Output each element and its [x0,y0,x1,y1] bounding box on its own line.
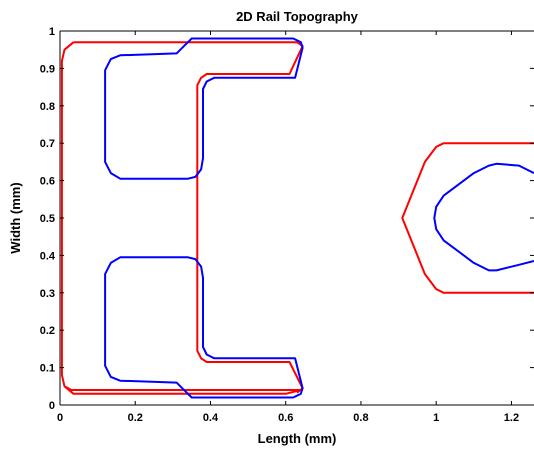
chart-title: 2D Rail Topography [236,9,359,24]
y-tick-label: 0.4 [40,250,56,262]
y-axis-title: Width (mm) [8,182,23,253]
x-tick-label: 0.4 [203,412,219,424]
y-tick-label: 0.6 [40,176,55,188]
x-tick-label: 0 [57,412,63,424]
y-tick-label: 0.5 [40,213,55,225]
y-tick-label: 0.3 [40,288,55,300]
series-line-6 [433,162,534,272]
y-tick-label: 0.9 [40,63,55,75]
series-line-5 [104,256,304,399]
y-tick-label: 1 [49,26,55,38]
series-line-1 [60,41,302,395]
y-tick-label: 0.2 [40,325,55,337]
series-line-4 [104,37,304,180]
series-line-3 [401,142,534,294]
x-tick-label: 0.8 [353,412,368,424]
x-tick-label: 1 [433,412,439,424]
x-tick-label: 0.6 [278,412,293,424]
y-tick-label: 0.1 [40,363,55,375]
series-layer [60,37,534,399]
y-ticks: 0 0.1 0.2 0.3 0.4 0.5 0.6 0.7 0.8 0.9 1 [40,26,534,412]
x-tick-label: 1.2 [504,412,519,424]
plot-area [60,31,534,405]
y-tick-label: 0 [49,400,55,412]
x-ticks: 0 0.2 0.4 0.6 0.8 1 1.2 [57,31,519,424]
x-tick-label: 0.2 [128,412,143,424]
y-tick-label: 0.8 [40,101,55,113]
x-axis-title: Length (mm) [258,431,337,446]
y-tick-label: 0.7 [40,138,55,150]
